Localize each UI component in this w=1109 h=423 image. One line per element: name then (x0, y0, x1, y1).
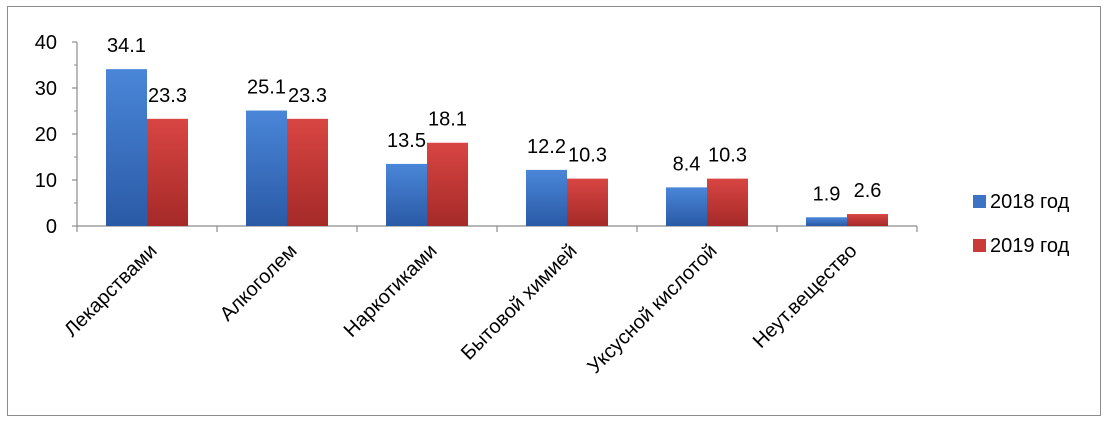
legend-swatch-1 (973, 239, 986, 252)
bar-1-0 (147, 118, 188, 226)
data-label-1-1: 23.3 (288, 85, 327, 107)
bar-0-1 (246, 110, 287, 226)
bar-0-2 (386, 163, 427, 226)
data-label-1-3: 10.3 (568, 145, 607, 167)
y-tick-label: 0 (46, 216, 57, 238)
data-label-0-0: 34.1 (107, 35, 146, 57)
category-label-2: Наркотиками (340, 240, 442, 342)
bar-0-0 (106, 69, 147, 226)
bar-0-5 (806, 217, 847, 226)
bar-1-5 (847, 214, 888, 226)
data-label-1-2: 18.1 (428, 109, 467, 131)
category-label-4: Уксусной кислотой (584, 240, 722, 378)
y-tick-label: 30 (35, 78, 57, 100)
category-label-3: Бытовой химией (457, 240, 582, 365)
data-label-1-0: 23.3 (148, 85, 187, 107)
legend-label-0: 2018 год (990, 191, 1070, 213)
y-tick-label: 10 (35, 170, 57, 192)
data-label-1-4: 10.3 (708, 145, 747, 167)
data-label-1-5: 2.6 (854, 180, 882, 202)
y-tick-label: 40 (35, 32, 57, 54)
category-label-0: Лекарствами (60, 240, 161, 341)
data-label-0-1: 25.1 (247, 77, 286, 99)
data-label-0-5: 1.9 (813, 183, 841, 205)
chart-legend: 2018 год 2019 год (973, 191, 1070, 257)
bar-1-4 (707, 178, 748, 226)
legend-label-1: 2019 год (990, 235, 1070, 257)
bar-0-4 (666, 187, 707, 226)
y-tick-label: 20 (35, 124, 57, 146)
data-label-0-3: 12.2 (527, 136, 566, 158)
chart-bars (106, 69, 888, 226)
category-label-1: Алкоголем (216, 240, 302, 326)
chart-axes: 0 10 20 30 40 (35, 32, 918, 238)
data-label-0-4: 8.4 (673, 153, 701, 175)
bar-1-3 (567, 178, 608, 226)
legend-swatch-0 (973, 195, 986, 208)
category-label-5: Неут.вещество (749, 240, 862, 353)
bar-1-2 (427, 142, 468, 226)
bar-0-3 (526, 169, 567, 226)
bar-1-1 (287, 118, 328, 226)
data-label-0-2: 13.5 (387, 130, 426, 152)
